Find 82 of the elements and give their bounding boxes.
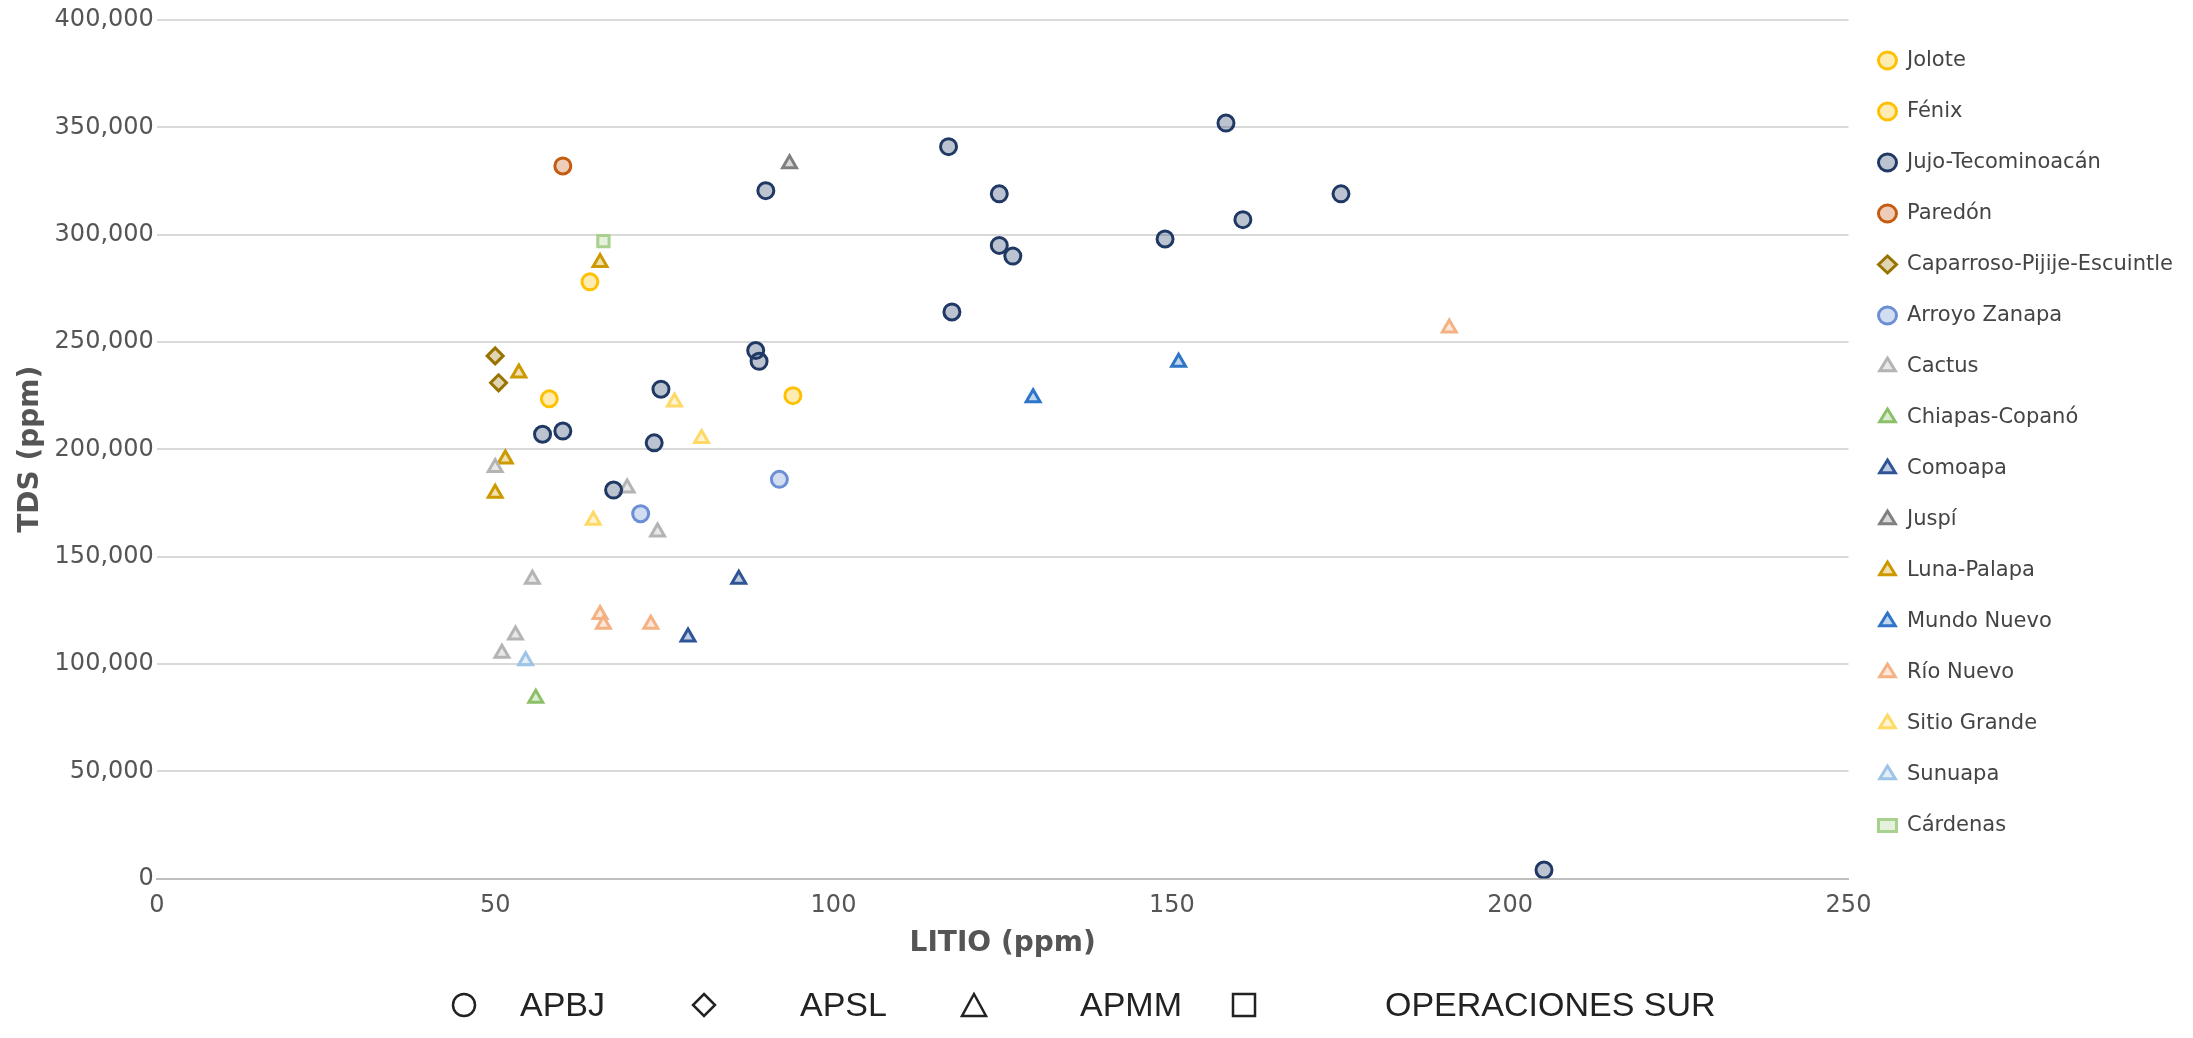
point	[651, 379, 671, 399]
point	[580, 272, 600, 292]
point	[553, 156, 573, 176]
legend-label: Fénix	[1906, 97, 1963, 122]
point	[749, 351, 769, 371]
point	[756, 181, 776, 201]
x-tick-label: 50	[479, 890, 511, 919]
point	[1003, 246, 1023, 266]
point	[1170, 352, 1188, 368]
point	[510, 363, 528, 379]
point	[496, 449, 514, 465]
legend-label: Juspí	[1904, 505, 1958, 530]
point	[769, 469, 789, 489]
y-tick-label: 300,000	[54, 218, 154, 247]
x-tick-label: 150	[1148, 890, 1195, 919]
legend-label: Caparroso-Pijije-Escuintle	[1906, 250, 2174, 275]
legend-label: Jujo-Tecominoacán	[1904, 148, 2101, 173]
point	[1440, 318, 1458, 334]
point	[1024, 388, 1042, 404]
point	[527, 688, 545, 704]
point	[783, 386, 803, 406]
point	[693, 429, 710, 445]
legend-label: Chiapas-Copanó	[1906, 403, 2079, 428]
legend-label: Mundo Nuevo	[1906, 607, 2052, 632]
point	[939, 137, 959, 157]
point	[493, 643, 511, 659]
legend-label: Luna-Palapa	[1906, 556, 2035, 581]
legend-label: Cactus	[1906, 352, 1979, 377]
y-tick-label: 250,000	[54, 326, 154, 355]
point	[1233, 210, 1253, 230]
point	[1216, 113, 1236, 133]
y-axis-title: TDS (ppm)	[12, 365, 46, 533]
x-tick-label: 250	[1825, 890, 1872, 919]
x-axis-title: LITIO (ppm)	[909, 925, 1096, 959]
point	[642, 614, 660, 630]
point	[584, 510, 602, 526]
y-tick-label: 50,000	[69, 755, 154, 784]
legend-label: Río Nuevo	[1906, 658, 2015, 683]
point	[631, 504, 651, 524]
point	[596, 233, 611, 249]
legend-label: Jolote	[1904, 46, 1966, 71]
point	[533, 424, 553, 444]
y-tick-label: 0	[138, 862, 154, 891]
text: APMM	[1080, 985, 1182, 1024]
point	[1331, 184, 1351, 204]
point	[489, 373, 509, 393]
point	[942, 302, 962, 322]
point	[507, 625, 524, 641]
point	[989, 235, 1009, 255]
point	[604, 480, 624, 500]
y-tick-label: 350,000	[54, 111, 154, 140]
legend-label: Arroyo Zanapa	[1906, 301, 2063, 326]
point	[485, 346, 505, 366]
point	[553, 421, 573, 441]
legend-label: Sitio Grande	[1906, 709, 2038, 734]
point	[730, 569, 748, 585]
legend-label: Comoapa	[1906, 454, 2007, 479]
point	[1155, 229, 1175, 249]
text: APSL	[800, 985, 887, 1024]
point	[989, 184, 1009, 204]
y-tick-label: 150,000	[54, 540, 154, 569]
point	[666, 392, 683, 408]
point	[523, 569, 541, 585]
y-tick-label: 100,000	[54, 648, 154, 677]
point	[486, 483, 504, 499]
y-tick-label: 200,000	[54, 433, 154, 462]
legend-label: Sunuapa	[1906, 760, 2000, 785]
point	[649, 522, 666, 538]
point	[644, 433, 664, 453]
point	[679, 627, 697, 643]
y-tick-label: 400,000	[54, 4, 154, 33]
point	[595, 614, 612, 630]
point	[591, 253, 609, 269]
text: APBJ	[520, 985, 606, 1024]
x-tick-label: 100	[810, 890, 857, 919]
legend-label: Cárdenas	[1906, 811, 2007, 836]
point	[486, 458, 504, 474]
point	[539, 389, 559, 409]
legend-label: Paredón	[1906, 199, 1993, 224]
x-tick-label: 200	[1487, 890, 1534, 919]
text: OPERACIONES SUR	[1385, 985, 1716, 1024]
point	[517, 651, 535, 667]
